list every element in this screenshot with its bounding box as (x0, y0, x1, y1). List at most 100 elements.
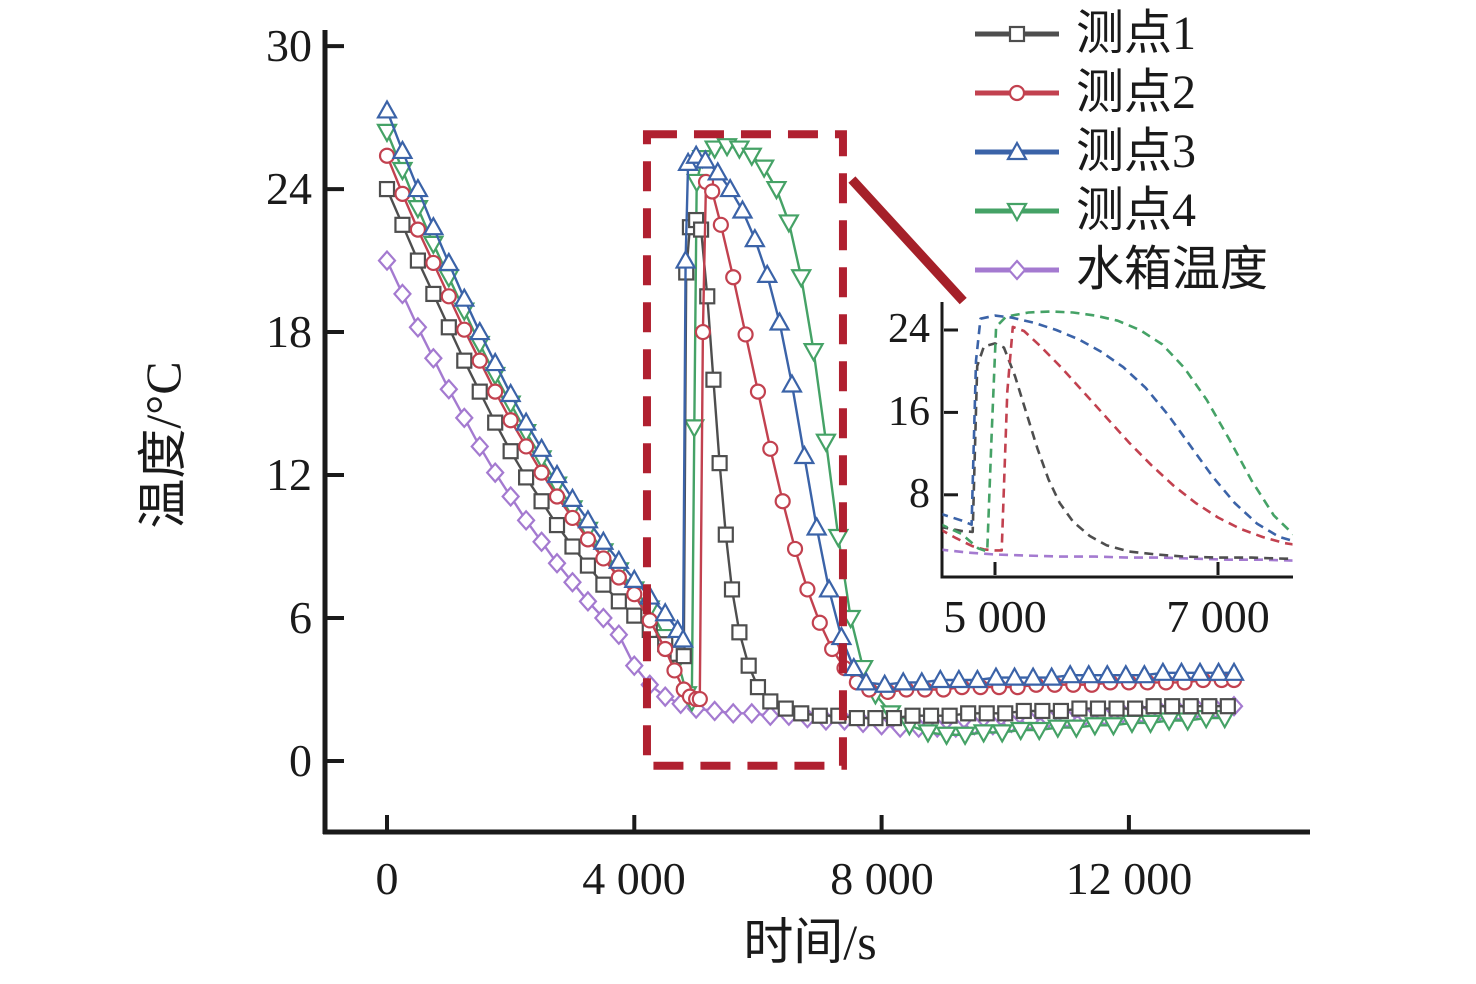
square-marker (740, 657, 757, 674)
square-marker (731, 624, 748, 641)
square-marker (409, 252, 427, 269)
square-marker (922, 707, 940, 724)
inset-y-tick-label-8: 8 (909, 471, 930, 517)
triangle-up-marker (781, 373, 803, 393)
triangle-up-marker (499, 382, 522, 403)
triangle-up-marker (561, 487, 584, 507)
legend-item-3: 测点3 (972, 122, 1268, 181)
triangle-up-marker (1022, 666, 1044, 686)
circle-marker (409, 221, 427, 238)
y-tick-label-6: 6 (289, 592, 312, 643)
legend-item-1: 测点1 (972, 4, 1268, 63)
square-marker (502, 443, 519, 460)
triangle-down-marker (935, 726, 958, 747)
legend-marker-triangle-up-icon (972, 130, 1062, 174)
triangle-up-marker (607, 549, 630, 569)
y-tick-label-0: 0 (289, 735, 312, 786)
square-marker (1071, 700, 1088, 717)
circle-marker (737, 326, 754, 343)
callout-line (848, 176, 967, 305)
x-tick-label-12000: 12 000 (1065, 853, 1193, 904)
square-marker (487, 414, 504, 431)
triangle-up-marker (1170, 661, 1193, 681)
circle-marker (440, 288, 457, 305)
square-marker (1201, 698, 1218, 715)
legend-marker-diamond-icon (972, 248, 1062, 292)
square-marker (456, 352, 473, 369)
triangle-up-marker (1152, 661, 1174, 681)
diamond-marker (501, 485, 521, 508)
x-tick-label-0: 0 (375, 853, 399, 904)
triangle-up-marker (546, 463, 568, 484)
triangle-down-marker (391, 161, 414, 182)
circle-marker (394, 185, 411, 202)
triangle-up-marker (484, 351, 507, 372)
circle-marker (691, 690, 708, 708)
square-marker (518, 469, 535, 486)
triangle-up-marker (672, 628, 695, 648)
circle-marker (502, 412, 519, 429)
inset-series-group (942, 310, 1293, 562)
square-marker (579, 557, 597, 574)
square-marker (1108, 700, 1125, 717)
triangle-down-marker (991, 724, 1014, 744)
triangle-down-marker (1006, 202, 1028, 222)
circle-marker (518, 438, 535, 455)
triangle-up-marker (1006, 140, 1028, 160)
diamond-marker (705, 700, 725, 722)
triangle-up-marker (577, 509, 599, 529)
circle-marker (666, 662, 683, 679)
triangle-up-marker (1223, 661, 1245, 681)
x-axis-title: 时间/s (743, 914, 877, 970)
square-marker (848, 710, 865, 727)
triangle-down-marker (1009, 721, 1032, 742)
diamond-marker (624, 655, 644, 677)
legend-marker-triangle-down-icon (972, 189, 1062, 233)
circle-marker (799, 581, 816, 598)
square-marker (595, 576, 612, 593)
triangle-up-marker (805, 516, 828, 536)
circle-marker (657, 640, 674, 658)
diamond-marker (1007, 258, 1027, 281)
triangle-up-marker (719, 177, 742, 198)
diamond-marker (655, 686, 675, 708)
square-marker (626, 607, 643, 624)
triangle-up-marker (706, 161, 729, 181)
triangle-up-marker (892, 671, 915, 691)
diamond-marker (470, 435, 490, 458)
triangle-down-marker (1065, 719, 1088, 739)
triangle-up-marker (654, 602, 677, 622)
inset-series-测点4 (942, 310, 1293, 553)
triangle-up-marker (694, 149, 717, 169)
triangle-up-marker (910, 671, 933, 691)
triangle-up-marker (1003, 666, 1026, 686)
x-tick-label-4000: 4 000 (582, 853, 686, 904)
square-marker (885, 710, 903, 727)
triangle-down-marker (777, 214, 800, 234)
circle-marker (725, 269, 742, 286)
zoom-region-rect (642, 130, 847, 770)
legend-label-3: 测点3 (1076, 124, 1197, 178)
triangle-down-marker (802, 343, 825, 363)
square-marker (941, 707, 958, 724)
series-line (385, 109, 1234, 686)
legend-item-2: 测点2 (972, 63, 1268, 122)
circle-marker (471, 352, 488, 369)
inset-x-tick-label-5000: 5 000 (943, 591, 1047, 642)
triangle-down-marker (972, 724, 995, 744)
square-marker (675, 648, 692, 665)
inset-series-测点2 (942, 325, 1293, 552)
square-marker (1126, 700, 1144, 717)
circle-marker (749, 383, 767, 400)
diamond-marker (423, 347, 443, 369)
square-marker (978, 705, 995, 722)
diamond-marker (723, 702, 743, 724)
circle-marker (564, 509, 581, 527)
triangle-up-marker (830, 625, 853, 646)
triangle-down-marker (753, 159, 776, 179)
inset-y-tick-label-24: 24 (888, 306, 930, 352)
triangle-up-marker (1096, 663, 1119, 684)
circle-marker (548, 488, 566, 505)
square-marker (1089, 700, 1107, 717)
